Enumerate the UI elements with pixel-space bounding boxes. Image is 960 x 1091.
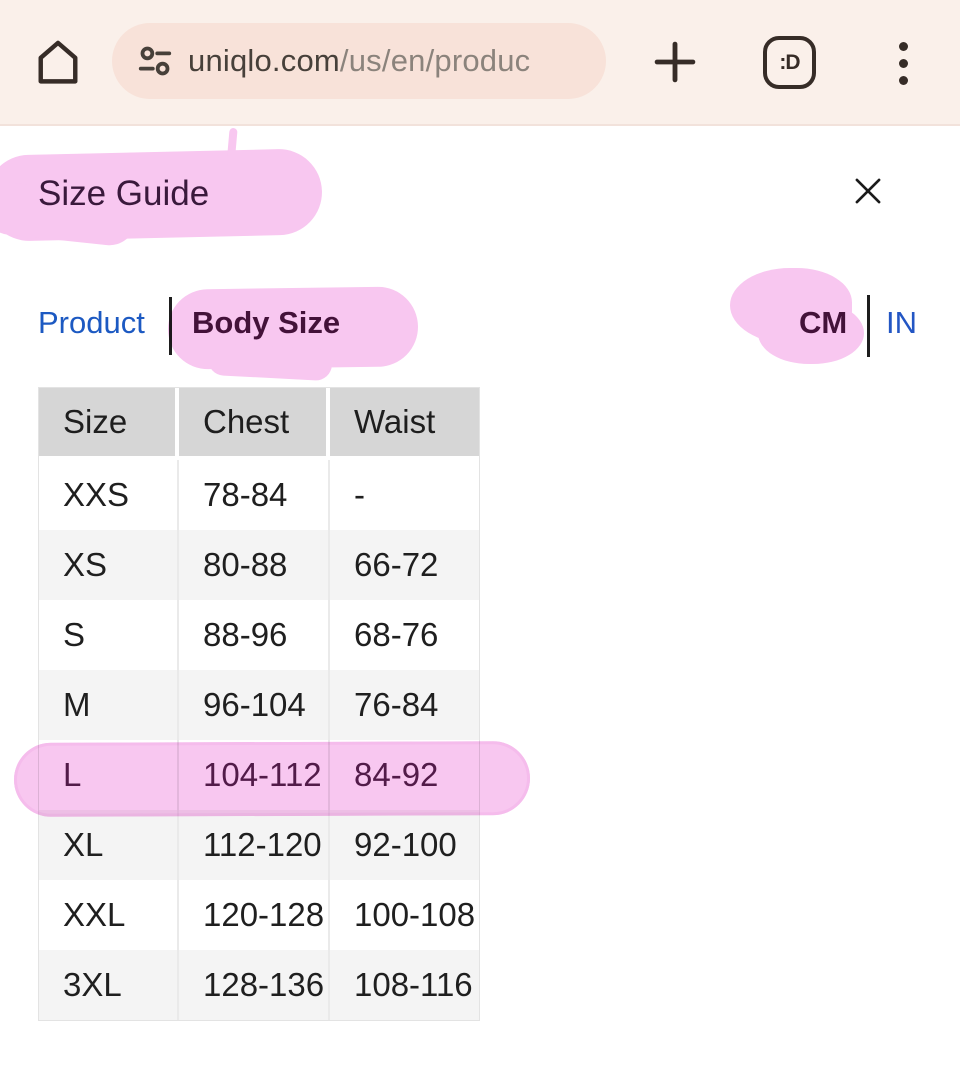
url-text: uniqlo.com/us/en/produc <box>188 43 530 79</box>
address-bar[interactable]: uniqlo.com/us/en/produc <box>112 23 606 99</box>
header-waist: Waist <box>330 388 479 460</box>
unit-cm-toggle[interactable]: CM <box>799 305 848 340</box>
home-icon <box>38 40 78 84</box>
table-header-row: Size Chest Waist <box>39 388 479 460</box>
header-size: Size <box>39 388 179 460</box>
table-row-xxl: XXL 120-128 100-108 <box>39 880 479 950</box>
kebab-menu-icon <box>898 41 908 51</box>
table-row-m: M 96-104 76-84 <box>39 670 479 740</box>
tab-count-label: :D <box>779 50 800 74</box>
table-row-xl: XL 112-120 92-100 <box>39 810 479 880</box>
url-path: /us/en/produc <box>339 43 531 78</box>
header-chest: Chest <box>179 388 330 460</box>
new-tab-button[interactable] <box>646 33 704 91</box>
unit-separator <box>867 295 870 357</box>
dialog-title: Size Guide <box>38 174 210 213</box>
table-row-xxs: XXS 78-84 - <box>39 460 479 530</box>
close-x-icon <box>855 178 881 203</box>
overflow-menu-button[interactable] <box>886 35 920 91</box>
table-row-xs: XS 80-88 66-72 <box>39 530 479 600</box>
tab-switcher-button[interactable]: :D <box>763 36 816 89</box>
unit-in-toggle[interactable]: IN <box>886 305 917 340</box>
url-domain: uniqlo.com <box>188 43 340 78</box>
new-tab-plus-icon <box>654 41 696 83</box>
tab-product[interactable]: Product <box>38 305 145 340</box>
table-row-l-highlighted: L 104-112 84-92 <box>39 740 479 810</box>
tab-separator <box>169 297 172 355</box>
tune-icon <box>138 46 172 76</box>
close-button[interactable] <box>846 170 890 214</box>
body-size-table: Size Chest Waist XXS 78-84 - XS 80-88 66… <box>38 387 480 1021</box>
tab-body-size[interactable]: Body Size <box>192 305 341 340</box>
table-row-3xl: 3XL 128-136 108-116 <box>39 950 479 1020</box>
home-button[interactable] <box>30 34 86 90</box>
browser-topbar: uniqlo.com/us/en/produc :D <box>0 0 960 126</box>
table-row-s: S 88-96 68-76 <box>39 600 479 670</box>
